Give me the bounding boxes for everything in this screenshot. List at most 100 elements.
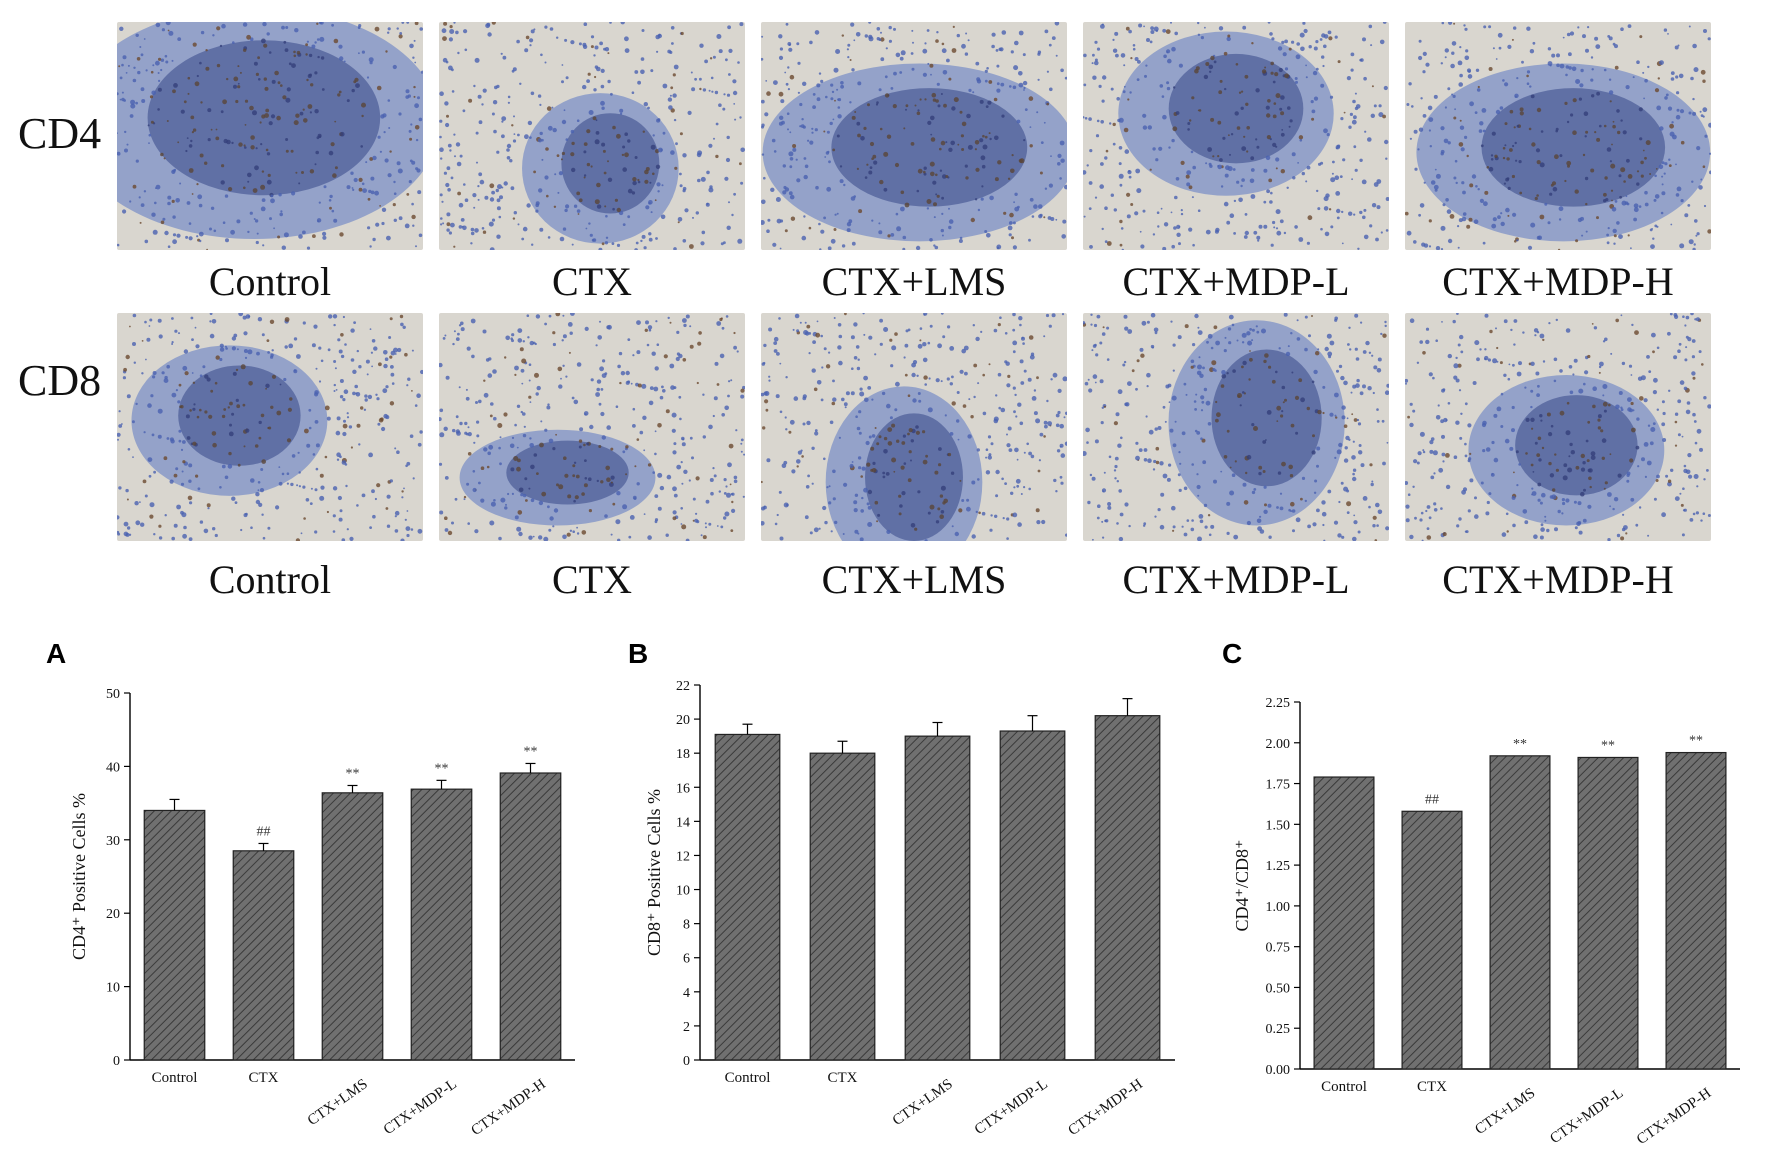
y-axis-label: CD4⁺ Positive Cells % — [69, 793, 89, 960]
y-tick-label: 4 — [683, 986, 690, 1001]
y-axis-label: CD4⁺/CD8⁺ — [1232, 839, 1252, 931]
y-axis-label: CD8⁺ Positive Cells % — [644, 789, 664, 956]
bar — [1489, 755, 1551, 1070]
x-tick-label: CTX — [828, 1070, 858, 1086]
bar — [714, 733, 781, 1061]
bar — [809, 752, 876, 1061]
panel-letter-a: A — [46, 638, 67, 669]
y-tick-label: 0 — [683, 1054, 690, 1069]
significance-label: ** — [435, 761, 449, 776]
x-tick-label: CTX+LMS — [1472, 1085, 1538, 1138]
tissue-image — [439, 313, 745, 541]
tissue-image — [117, 22, 423, 250]
bar-chart-ratio: 0.00 0.25 0.50 0.75 1.00 1.25 1.50 1.75 2.00 2.25… — [1232, 696, 1740, 1148]
bar — [499, 772, 562, 1061]
caption-cd4-ctx: CTX — [552, 259, 632, 304]
tissue-image — [1083, 313, 1389, 541]
x-tick-label: CTX — [1417, 1079, 1447, 1095]
y-tick-label: 10 — [106, 981, 120, 996]
bar — [1094, 715, 1161, 1061]
y-tick-label: 12 — [676, 849, 690, 864]
y-tick-label: 2.00 — [1266, 737, 1291, 752]
y-tick-label: 6 — [683, 952, 690, 967]
y-tick-label: 20 — [676, 713, 690, 728]
y-tick-label: 1.25 — [1266, 859, 1291, 874]
y-tick-label: 2 — [683, 1020, 690, 1035]
caption-cd8-ctx-mdp-h: CTX+MDP-H — [1442, 557, 1674, 602]
x-tick-label: Control — [152, 1070, 198, 1086]
x-tick-label: Control — [1321, 1079, 1367, 1095]
bar-chart-cd8: 0 2 4 6 8 10 12 14 16 18 20 22 CD8⁺ Positive Cells %… — [644, 679, 1175, 1139]
y-tick-label: 1.00 — [1266, 900, 1291, 915]
y-tick-label: 1.50 — [1266, 818, 1291, 833]
significance-label: ** — [1601, 738, 1615, 753]
x-tick-label: CTX+LMS — [890, 1076, 956, 1129]
caption-cd4-ctx-lms: CTX+LMS — [821, 259, 1007, 304]
micrograph-cd8-ctx — [439, 313, 745, 541]
x-tick-label: CTX — [249, 1070, 279, 1086]
bar — [410, 788, 473, 1061]
micrograph-cd4-ctx — [439, 22, 745, 250]
bar — [1665, 751, 1727, 1070]
bar — [999, 730, 1066, 1061]
bar — [1577, 756, 1639, 1070]
panel-letter-c: C — [1222, 638, 1243, 669]
row-label-cd8: CD8 — [18, 356, 102, 405]
micrograph-cd8-ctx-mdp-h — [1405, 313, 1711, 541]
caption-cd4-ctx-mdp-h: CTX+MDP-H — [1442, 259, 1674, 304]
tissue-image — [1405, 22, 1711, 250]
y-tick-label: 22 — [676, 679, 690, 694]
tissue-image — [117, 313, 423, 541]
y-tick-label: 20 — [106, 907, 120, 922]
y-tick-label: 50 — [106, 687, 120, 702]
significance-label: ** — [1513, 737, 1527, 752]
y-tick-label: 40 — [106, 760, 120, 775]
caption-cd8-ctx-lms: CTX+LMS — [821, 557, 1007, 602]
significance-label: ## — [1425, 792, 1439, 807]
significance-label: ** — [1689, 734, 1703, 749]
y-tick-label: 14 — [676, 815, 690, 830]
caption-cd8-ctx-mdp-l: CTX+MDP-L — [1122, 557, 1350, 602]
x-tick-label: CTX+MDP-L — [1547, 1085, 1626, 1147]
caption-cd4-control: Control — [208, 259, 332, 304]
micrograph-cd4-ctx-lms — [761, 22, 1067, 250]
x-tick-label: CTX+MDP-L — [381, 1076, 460, 1138]
y-tick-label: 0.00 — [1266, 1063, 1291, 1078]
row-label-cd4: CD4 — [18, 109, 102, 158]
tissue-image — [439, 22, 745, 250]
bar-chart-cd4: 0 10 20 30 40 50 CD4⁺ Positive Cells % Control #… — [69, 687, 575, 1139]
y-tick-label: 0 — [113, 1054, 120, 1069]
micrograph-cd4-ctx-mdp-h — [1405, 22, 1711, 250]
micrograph-cd8-ctx-mdp-l — [1083, 313, 1389, 541]
tissue-image — [1405, 313, 1711, 541]
bar — [1313, 776, 1375, 1070]
y-tick-label: 0.75 — [1266, 941, 1291, 956]
x-tick-label: Control — [725, 1070, 771, 1086]
x-tick-label: CTX+MDP-H — [1066, 1076, 1146, 1139]
bar — [232, 850, 295, 1061]
y-tick-label: 0.25 — [1266, 1022, 1291, 1037]
micrograph-cd4-ctx-mdp-l — [1083, 22, 1389, 250]
micrograph-cd8-control — [117, 313, 423, 541]
y-tick-label: 8 — [683, 918, 690, 933]
bar — [321, 792, 384, 1061]
caption-cd4-ctx-mdp-l: CTX+MDP-L — [1122, 259, 1350, 304]
x-tick-label: CTX+LMS — [305, 1076, 371, 1129]
bar — [1401, 810, 1463, 1070]
x-tick-label: CTX+MDP-H — [1634, 1085, 1714, 1148]
caption-cd8-control: Control — [208, 557, 332, 602]
bar — [143, 809, 206, 1061]
y-tick-label: 16 — [676, 781, 690, 796]
tissue-image — [761, 313, 1067, 541]
significance-label: ** — [524, 744, 538, 759]
micrograph-cd8-ctx-lms — [761, 313, 1067, 541]
y-tick-label: 30 — [106, 834, 120, 849]
significance-label: ** — [346, 766, 360, 781]
tissue-image — [1083, 22, 1389, 250]
y-tick-label: 0.50 — [1266, 981, 1291, 996]
bar — [904, 735, 971, 1061]
panel-letter-b: B — [628, 638, 649, 669]
micrograph-cd4-control — [117, 22, 423, 250]
caption-cd8-ctx: CTX — [552, 557, 632, 602]
